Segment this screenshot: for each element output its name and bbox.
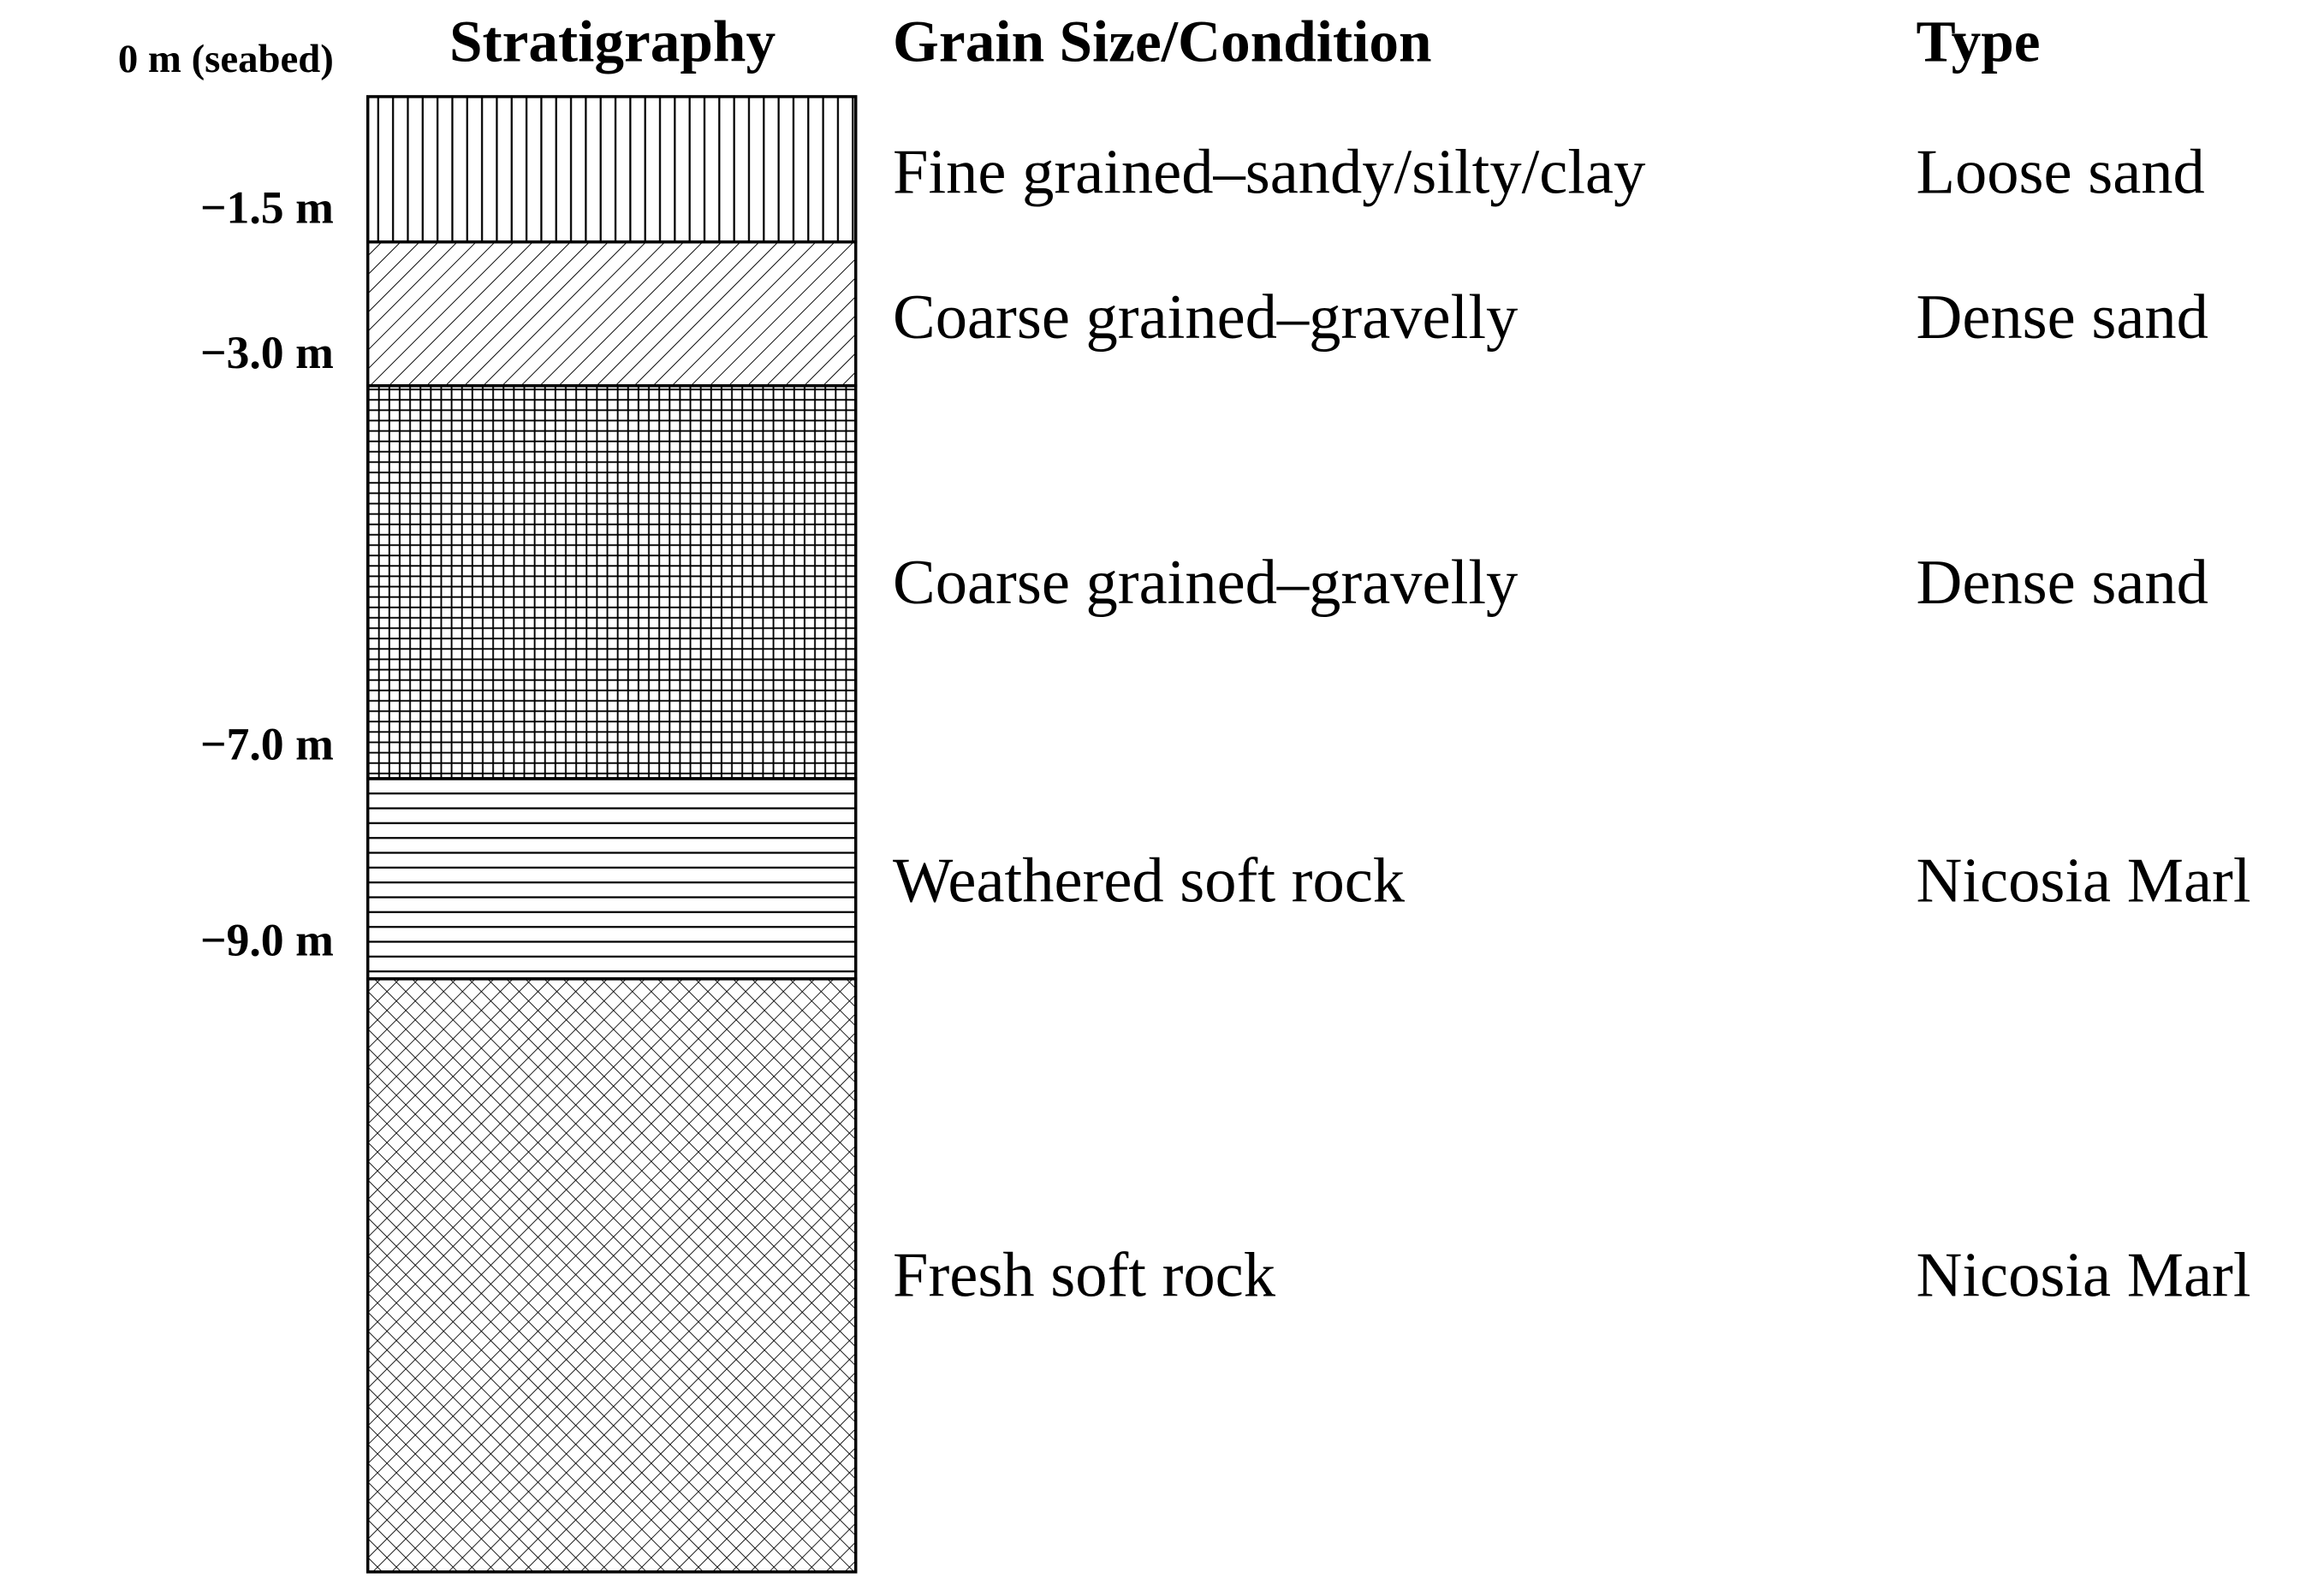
layer-type: Dense sand: [1917, 548, 2208, 618]
layer-fill: [366, 95, 858, 244]
layer-description: Fresh soft rock: [893, 1240, 1276, 1310]
header-stratigraphy: Stratigraphy: [449, 9, 776, 74]
header-grain-size: Grain Size/Condition: [893, 9, 1432, 74]
layer-description: Coarse grained–gravelly: [893, 282, 1518, 353]
layer-fill: [366, 240, 858, 388]
layer-type: Loose sand: [1917, 137, 2205, 207]
depth-label: −1.5 m: [200, 181, 334, 233]
layer-description: Coarse grained–gravelly: [893, 548, 1518, 618]
layer-fill: [366, 384, 858, 780]
depth-label: 0 m (seabed): [118, 37, 334, 81]
layer-fill: [366, 777, 858, 981]
layer-type: Dense sand: [1917, 282, 2208, 353]
depth-label: −3.0 m: [200, 327, 334, 378]
depth-label: −7.0 m: [200, 719, 334, 770]
header-type: Type: [1917, 9, 2041, 74]
layer-fill: [366, 977, 858, 1574]
depth-label: −9.0 m: [200, 914, 334, 965]
layer-type: Nicosia Marl: [1917, 1240, 2251, 1310]
layer-type: Nicosia Marl: [1917, 845, 2251, 916]
layer-description: Fine grained–sandy/silty/clay: [893, 137, 1645, 207]
layer-description: Weathered soft rock: [893, 845, 1406, 916]
